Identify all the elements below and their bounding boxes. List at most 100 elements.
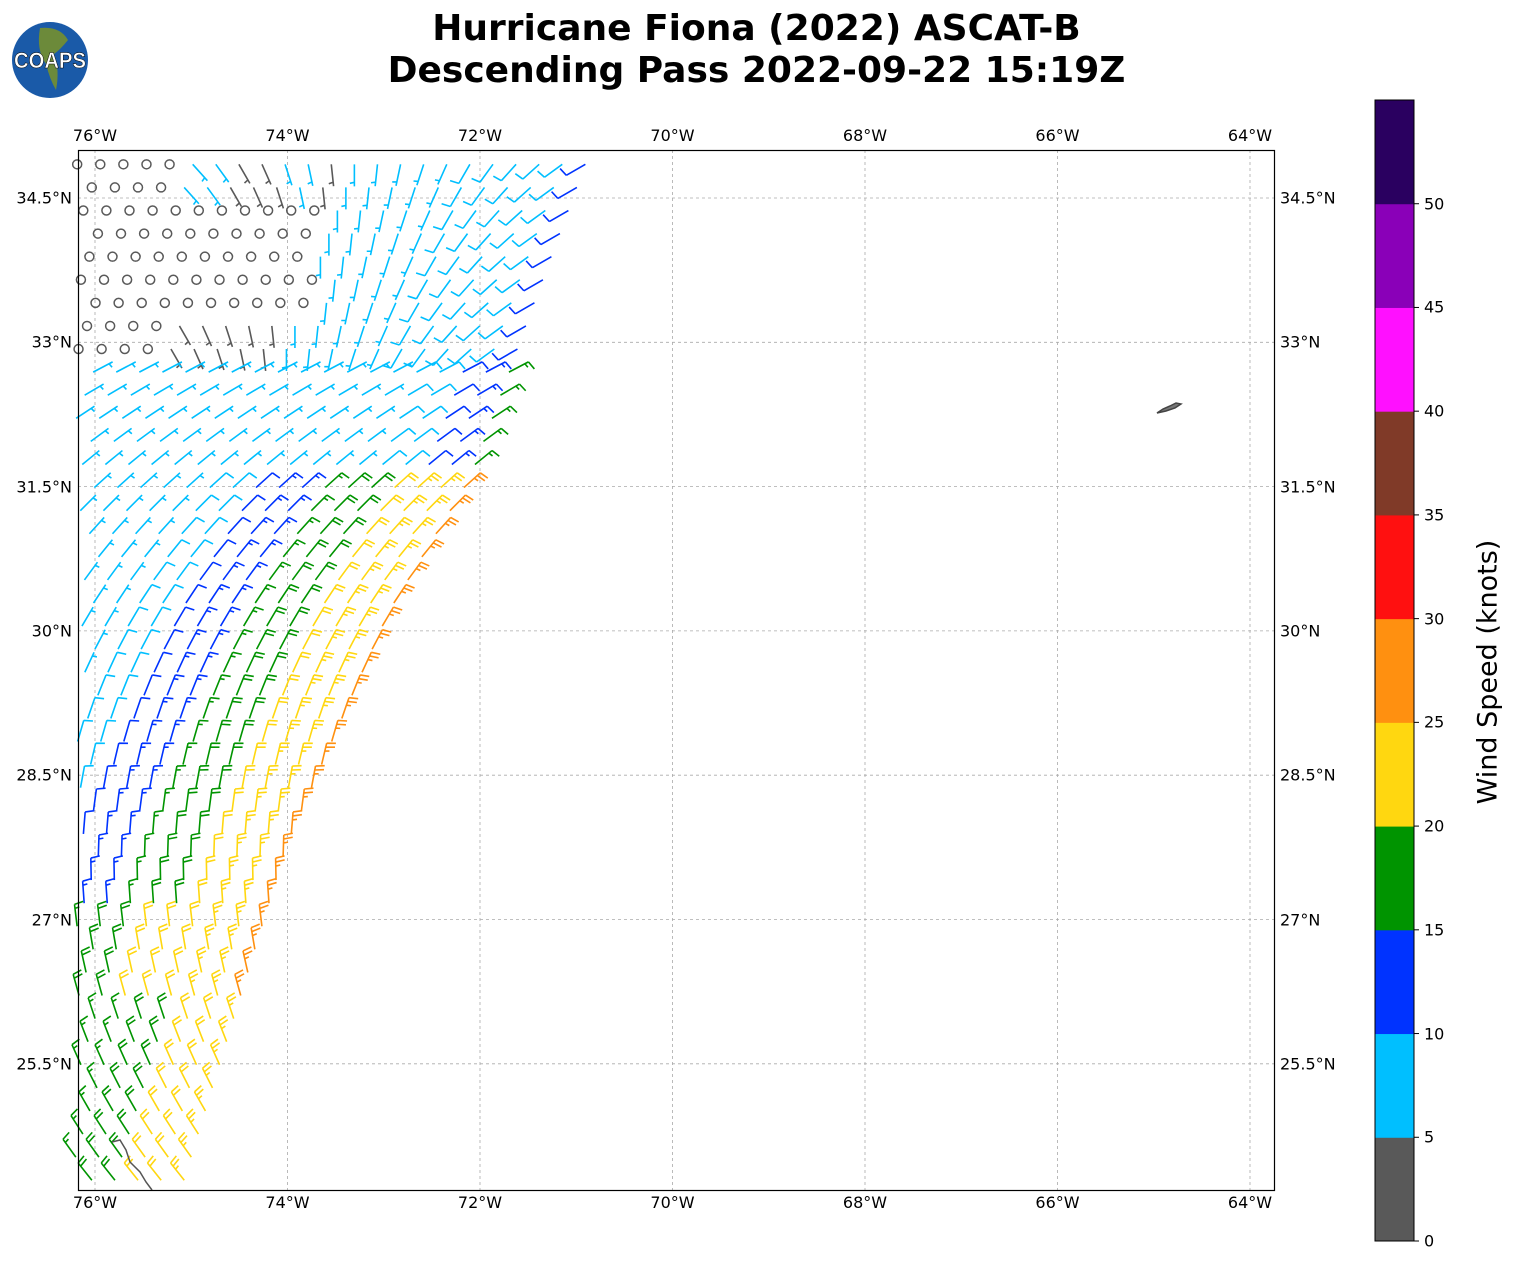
wind-barb	[387, 233, 399, 255]
calm-circle	[92, 228, 104, 239]
wind-barb	[190, 539, 214, 558]
wind-barb	[324, 233, 330, 256]
wind-barb	[492, 163, 517, 182]
wind-barb	[277, 361, 298, 373]
wind-barb	[125, 494, 144, 512]
wind-barb	[525, 255, 552, 269]
wind-barb	[346, 361, 368, 373]
wind-barb	[480, 256, 506, 273]
wind-barb	[81, 606, 96, 627]
wind-barb	[319, 516, 344, 535]
calm-circle	[306, 274, 318, 286]
wind-barb	[128, 877, 138, 904]
lat-tick-label-right: 30°N	[1280, 621, 1321, 641]
wind-barb	[297, 742, 313, 765]
wind-barb	[189, 900, 200, 927]
wind-barb	[72, 969, 83, 996]
wind-barb	[275, 187, 285, 209]
wind-barb	[471, 163, 494, 183]
wind-barb	[179, 696, 197, 719]
wind-barb	[370, 583, 392, 604]
wind-barb	[173, 606, 195, 627]
wind-barb	[445, 233, 469, 253]
wind-barb	[90, 855, 100, 881]
wind-barb	[324, 472, 350, 489]
wind-barb	[310, 494, 336, 512]
wind-barb	[392, 279, 406, 301]
wind-barb	[140, 472, 159, 489]
wind-barb	[140, 1038, 151, 1066]
wind-barb	[329, 405, 350, 419]
wind-barb	[354, 325, 365, 348]
colorbar-segment	[1375, 100, 1414, 205]
wind-barb	[242, 946, 253, 973]
wind-barb	[484, 186, 509, 205]
calm-circle	[130, 251, 141, 262]
wind-barb	[296, 516, 321, 535]
calm-circle	[119, 343, 130, 355]
wind-barb	[102, 1015, 112, 1042]
wind-barb	[323, 361, 344, 373]
wind-barb	[319, 302, 328, 325]
wind-barb	[432, 210, 454, 231]
wind-barb	[86, 1061, 98, 1089]
wind-barb	[162, 787, 175, 811]
wind-barb	[222, 383, 243, 396]
wind-barb	[199, 383, 220, 396]
wind-barb	[250, 516, 275, 535]
wind-barb	[146, 719, 163, 742]
wind-barb	[247, 325, 255, 348]
coastline-bahamas	[111, 1139, 153, 1191]
wind-barb	[136, 742, 152, 765]
wind-barb	[111, 516, 129, 535]
calm-circle	[228, 297, 240, 309]
wind-barb	[99, 719, 117, 742]
wind-barb	[266, 606, 287, 627]
wind-barb	[482, 427, 509, 443]
wind-barb	[275, 427, 295, 443]
wind-barb	[124, 1085, 137, 1112]
wind-barb	[185, 361, 206, 373]
wind-barb	[290, 325, 296, 348]
wind-barb	[415, 256, 437, 277]
wind-barb	[381, 606, 403, 627]
wind-barb	[172, 494, 190, 512]
wind-barb	[534, 232, 561, 246]
wind-barb	[407, 561, 430, 581]
wind-barb	[110, 992, 120, 1019]
wind-barb	[162, 583, 184, 604]
wind-barb	[235, 674, 254, 696]
calm-circle	[185, 228, 196, 239]
wind-barb	[383, 187, 393, 210]
wind-barb	[141, 969, 153, 996]
colorbar-tick-label: 0	[1424, 1231, 1435, 1251]
wind-barb	[346, 583, 369, 604]
wind-barb	[307, 164, 314, 187]
colorbar	[1374, 99, 1419, 1242]
wind-barb	[236, 539, 260, 558]
wind-barb	[168, 405, 188, 419]
wind-barb	[77, 1155, 93, 1181]
wind-barb	[356, 494, 382, 512]
colorbar-segment	[1375, 203, 1414, 308]
wind-barb	[186, 472, 205, 489]
wind-barb	[127, 606, 149, 627]
wind-barb	[109, 1061, 121, 1089]
wind-barb	[392, 164, 402, 187]
wind-barb	[337, 561, 361, 581]
colorbar-segment	[1375, 722, 1414, 827]
wind-barb	[140, 628, 161, 650]
lat-tick-label-right: 25.5°N	[1280, 1054, 1336, 1074]
lat-tick-label-right: 33°N	[1280, 332, 1321, 352]
wind-barb	[170, 1085, 184, 1112]
lon-tick-label-top: 66°W	[1035, 126, 1080, 145]
wind-barb	[215, 719, 232, 742]
wind-barb	[133, 696, 151, 719]
wind-barb	[241, 764, 256, 788]
wind-barb	[320, 187, 326, 210]
calm-circle	[292, 251, 303, 262]
colorbar-tick-label: 20	[1424, 816, 1445, 836]
wind-barb	[413, 427, 440, 443]
calm-circle	[170, 205, 181, 216]
calm-circle	[109, 182, 121, 193]
